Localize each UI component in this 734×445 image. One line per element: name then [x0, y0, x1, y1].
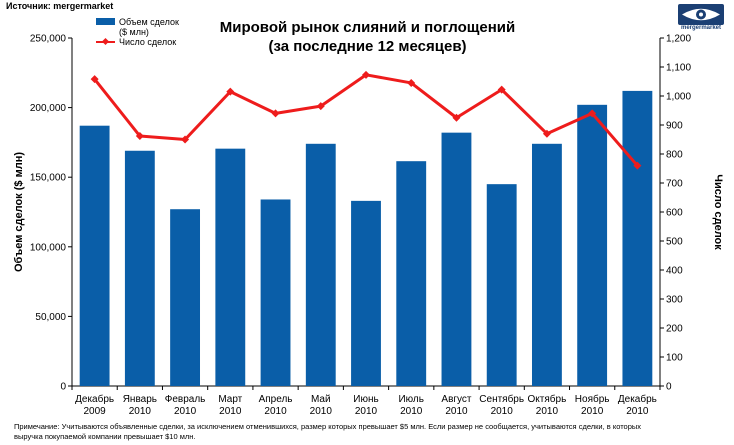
x-tick-label-month: Январь: [123, 394, 157, 405]
footnote: Примечание: Учитываются объявленные сдел…: [14, 422, 642, 441]
x-tick-label-year: 2010: [536, 406, 559, 417]
y-tick-label-right: 1,200: [666, 34, 691, 45]
x-tick-label-year: 2010: [581, 406, 604, 417]
x-tick-label-month: Август: [441, 394, 472, 405]
deal-count-point: [226, 87, 235, 96]
y-tick-label-left: 0: [60, 382, 66, 393]
x-tick-label-year: 2010: [129, 406, 152, 417]
x-tick-label-year: 2010: [310, 406, 333, 417]
x-tick-label-year: 2010: [264, 406, 287, 417]
deal-count-point: [633, 161, 642, 170]
logo-text: mergermarket: [680, 25, 722, 31]
x-tick-label-year: 2010: [445, 406, 468, 417]
bar: [215, 148, 246, 386]
x-tick-label-year: 2010: [355, 406, 378, 417]
chart-title-line1: Мировой рынок слияний и поглощений: [219, 19, 516, 36]
bar: [486, 184, 517, 386]
chart-title: Мировой рынок слияний и поглощений (за п…: [205, 18, 530, 56]
y-tick-label-right: 200: [666, 324, 683, 335]
bar: [622, 90, 653, 387]
legend-swatch-line: [96, 37, 115, 47]
y-tick-label-right: 800: [666, 150, 683, 161]
y-tick-label-right: 100: [666, 353, 683, 364]
x-tick-label-year: 2010: [174, 406, 197, 417]
y-tick-label-right: 900: [666, 121, 683, 132]
y-tick-label-right: 1,000: [666, 92, 691, 103]
deal-count-point: [497, 85, 506, 94]
x-tick-label-month: Март: [218, 394, 242, 405]
x-tick-label-month: Ноябрь: [575, 393, 610, 405]
bar: [441, 132, 472, 386]
x-tick-label-year: 2010: [491, 406, 514, 417]
y-tick-label-right: 600: [666, 208, 683, 219]
y-tick-label-right: 1,100: [666, 63, 691, 74]
x-tick-label-month: Октябрь: [528, 393, 567, 405]
bar: [531, 143, 562, 386]
legend-item-line: Число сделок: [96, 37, 179, 47]
x-tick-label-year: 2010: [219, 406, 242, 417]
y-tick-label-right: 300: [666, 295, 683, 306]
chart-title-line2: (за последние 12 месяцев): [268, 38, 467, 55]
deal-count-point: [588, 109, 597, 118]
x-tick-label-year: 2010: [400, 406, 423, 417]
y-tick-label-left: 250,000: [30, 34, 67, 45]
y-tick-label-left: 100,000: [30, 242, 67, 253]
legend-swatch-bars: [96, 18, 115, 25]
x-tick-label-month: Декабрь: [75, 393, 114, 405]
bar: [79, 125, 110, 387]
bar: [577, 104, 608, 386]
legend-item-bars: Объем сделок ($ млн): [96, 17, 179, 37]
deal-count-point: [407, 78, 416, 87]
y-tick-label-left: 150,000: [30, 173, 67, 184]
x-tick-label-month: Апрель: [259, 394, 293, 405]
bar: [124, 150, 155, 386]
deal-count-point: [271, 109, 280, 118]
x-tick-label-year: 2009: [83, 406, 106, 417]
source-label: Источник: mergermarket: [6, 1, 114, 11]
mergermarket-logo: mergermarket: [674, 4, 728, 34]
x-tick-label-month: Май: [311, 394, 331, 405]
bar: [396, 161, 427, 386]
y-axis-left-title: Объем сделок ($ млн): [13, 152, 25, 272]
chart-legend: Объем сделок ($ млн) Число сделок: [96, 17, 179, 47]
deal-count-point: [362, 70, 370, 79]
y-tick-label-left: 50,000: [35, 312, 66, 323]
y-tick-label-right: 700: [666, 179, 683, 190]
y-tick-label-right: 500: [666, 237, 683, 248]
y-tick-label-right: 400: [666, 266, 683, 277]
deal-count-point: [135, 132, 144, 141]
y-tick-label-left: 200,000: [30, 103, 67, 114]
bar: [260, 199, 291, 386]
eye-logo-icon: [678, 4, 724, 25]
deal-count-point: [90, 75, 99, 84]
x-tick-label-month: Июль: [398, 394, 424, 405]
deal-count-point: [181, 135, 190, 144]
deal-count-point: [542, 129, 551, 138]
deal-count-point: [452, 113, 461, 122]
legend-label-line: Число сделок: [119, 37, 177, 47]
legend-label-bars: Объем сделок ($ млн): [119, 17, 179, 37]
x-tick-label-month: Июнь: [353, 394, 378, 405]
x-tick-label-year: 2010: [626, 406, 649, 417]
y-axis-right-title: Число сделок: [712, 174, 724, 250]
deal-count-point: [316, 102, 325, 111]
bar: [305, 143, 336, 386]
x-tick-label-month: Февраль: [165, 394, 206, 405]
x-tick-label-month: Декабрь: [618, 393, 657, 405]
y-tick-label-right: 0: [666, 382, 672, 393]
bar: [170, 209, 201, 386]
bar: [351, 200, 381, 386]
x-tick-label-month: Сентябрь: [479, 393, 524, 405]
